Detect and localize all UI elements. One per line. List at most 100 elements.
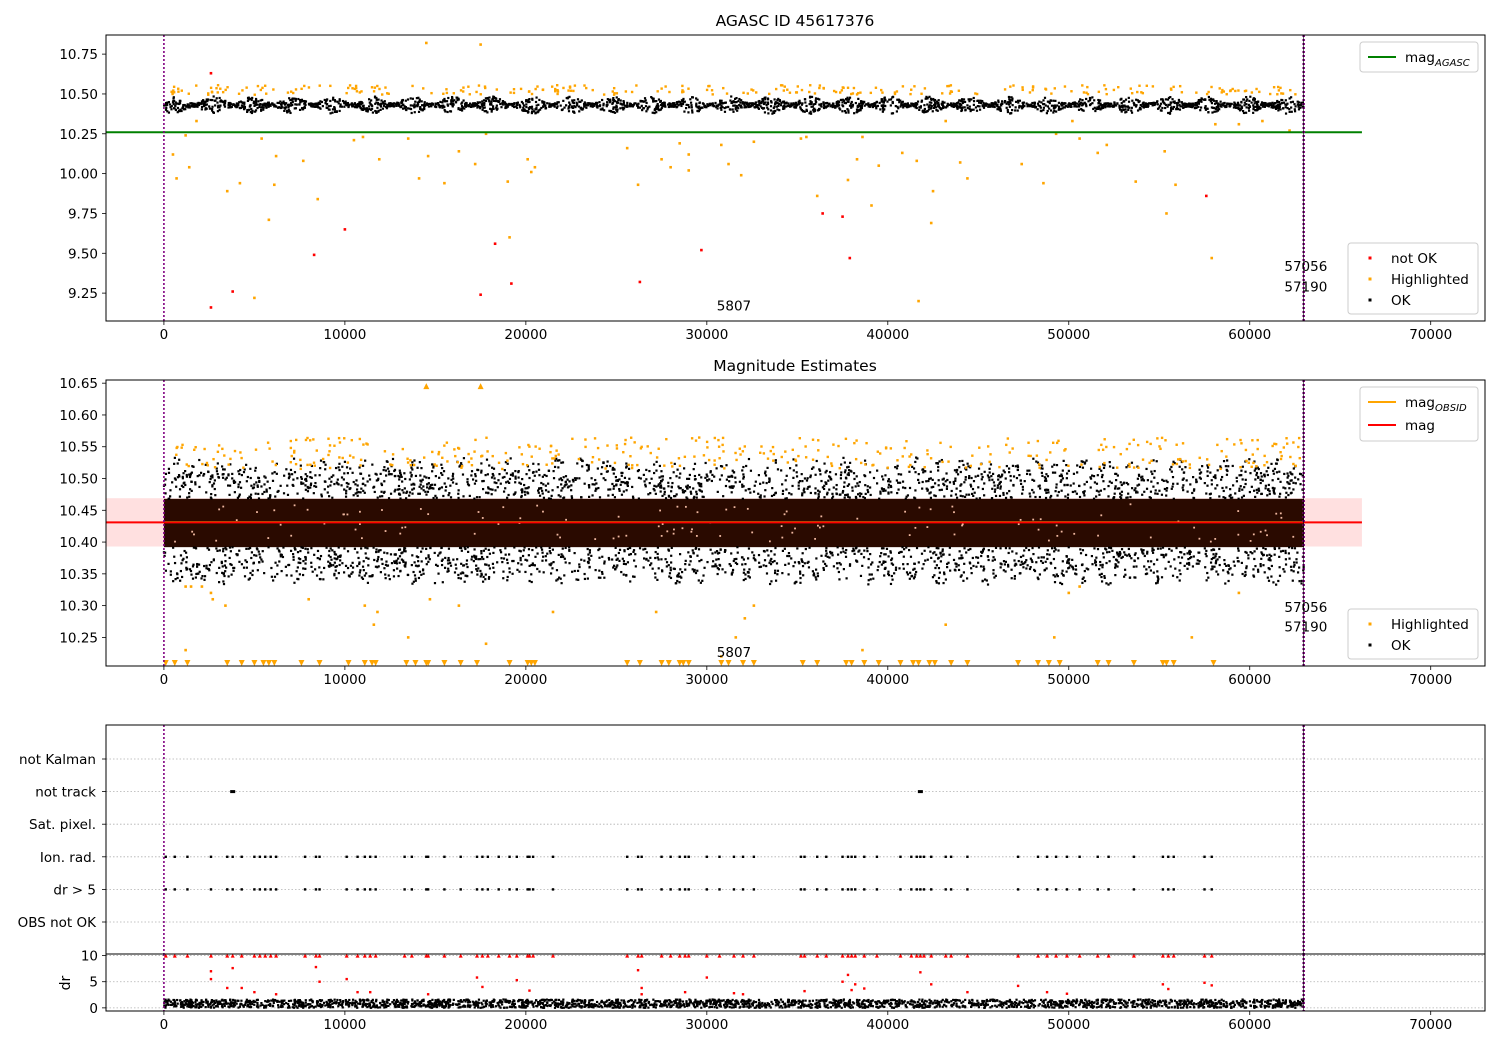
ok-point bbox=[205, 103, 208, 106]
ok-point bbox=[1021, 101, 1024, 105]
ok-point bbox=[354, 483, 357, 486]
ok-point bbox=[449, 110, 452, 113]
ok-point bbox=[601, 98, 604, 102]
ok-point bbox=[823, 462, 826, 465]
highlighted-point bbox=[681, 91, 684, 94]
ok-point bbox=[519, 559, 522, 562]
ok-point bbox=[749, 102, 752, 105]
ok-point bbox=[1193, 488, 1196, 491]
ok-point bbox=[527, 107, 531, 111]
ok-point bbox=[338, 109, 341, 113]
ok-point bbox=[1199, 99, 1202, 103]
ok-point bbox=[693, 474, 697, 478]
ok-point bbox=[1172, 497, 1175, 500]
ok-point bbox=[1270, 554, 1273, 558]
ok-point bbox=[163, 554, 166, 557]
highlighted-point bbox=[917, 299, 920, 303]
ok-point bbox=[1274, 101, 1277, 105]
ok-point bbox=[335, 565, 338, 568]
ok-point bbox=[222, 582, 226, 586]
ok-point bbox=[654, 107, 657, 111]
ok-point bbox=[479, 569, 482, 573]
ok-point bbox=[706, 103, 709, 106]
ok-point bbox=[997, 478, 1000, 481]
highlighted-point bbox=[750, 88, 753, 91]
ok-point bbox=[1152, 563, 1156, 566]
ok-point bbox=[405, 490, 409, 493]
ok-point bbox=[1161, 98, 1164, 101]
ok-point bbox=[905, 103, 908, 106]
ok-point bbox=[409, 107, 413, 111]
ok-point bbox=[894, 466, 897, 469]
ok-point bbox=[814, 487, 817, 490]
ok-point bbox=[300, 481, 303, 484]
highlighted-point bbox=[913, 85, 916, 88]
ok-point bbox=[1146, 104, 1149, 107]
highlighted-point bbox=[1012, 84, 1015, 87]
highlighted-point bbox=[355, 90, 359, 93]
ok-point bbox=[465, 104, 468, 107]
ok-point bbox=[376, 560, 379, 563]
ok-point bbox=[1070, 105, 1073, 108]
ok-point bbox=[1245, 103, 1248, 106]
ok-point bbox=[1115, 479, 1118, 482]
ok-point bbox=[734, 481, 737, 484]
ok-point bbox=[401, 99, 404, 102]
ok-point bbox=[1298, 566, 1301, 569]
highlighted-point bbox=[920, 92, 923, 95]
highlighted-point bbox=[1042, 181, 1045, 185]
ok-point bbox=[572, 480, 575, 483]
ok-point bbox=[1257, 105, 1260, 108]
ok-point bbox=[1125, 496, 1128, 499]
ok-point bbox=[1160, 98, 1163, 101]
ok-point bbox=[245, 547, 248, 550]
ok-point bbox=[211, 105, 214, 108]
ok-point bbox=[1115, 104, 1118, 107]
ok-point bbox=[976, 99, 979, 103]
ok-point bbox=[799, 107, 802, 110]
ok-point bbox=[668, 575, 671, 578]
ok-point bbox=[492, 474, 495, 477]
ok-point bbox=[1016, 464, 1019, 467]
ok-point bbox=[1229, 488, 1232, 491]
ok-point bbox=[544, 104, 547, 108]
highlighted-point bbox=[274, 154, 278, 158]
ok-point bbox=[1153, 469, 1156, 473]
ok-point bbox=[257, 492, 260, 496]
highlighted-point bbox=[345, 91, 348, 95]
ok-point bbox=[982, 106, 986, 109]
ok-point bbox=[547, 469, 550, 472]
ok-point bbox=[484, 99, 488, 102]
ok-point bbox=[683, 100, 686, 103]
highlighted-point bbox=[660, 157, 663, 161]
ok-point bbox=[310, 103, 314, 106]
ok-point bbox=[279, 100, 282, 103]
ok-point bbox=[1124, 553, 1127, 556]
ok-point bbox=[1282, 486, 1285, 489]
ok-point bbox=[853, 112, 856, 115]
ok-point bbox=[375, 96, 378, 100]
ok-point bbox=[361, 464, 365, 467]
ok-point bbox=[381, 562, 384, 566]
ok-point bbox=[492, 551, 495, 555]
ok-point bbox=[818, 103, 821, 106]
ok-point bbox=[357, 556, 360, 560]
highlighted-point bbox=[856, 91, 860, 95]
ok-point bbox=[650, 96, 653, 99]
ok-point bbox=[908, 486, 912, 490]
ok-point bbox=[742, 558, 745, 561]
ok-point bbox=[759, 101, 762, 104]
ok-point bbox=[774, 101, 777, 104]
ok-point bbox=[875, 100, 879, 103]
ok-point bbox=[869, 552, 872, 556]
ok-point bbox=[251, 573, 254, 577]
ok-point bbox=[917, 561, 920, 564]
agasc-x-tick-label: 10000 bbox=[323, 327, 366, 343]
ok-point bbox=[506, 462, 509, 465]
ok-point bbox=[711, 473, 714, 477]
ok-point bbox=[294, 107, 298, 110]
ok-point bbox=[343, 105, 346, 108]
ok-point bbox=[836, 546, 839, 549]
ok-point bbox=[1142, 104, 1146, 107]
ok-point bbox=[799, 101, 802, 104]
